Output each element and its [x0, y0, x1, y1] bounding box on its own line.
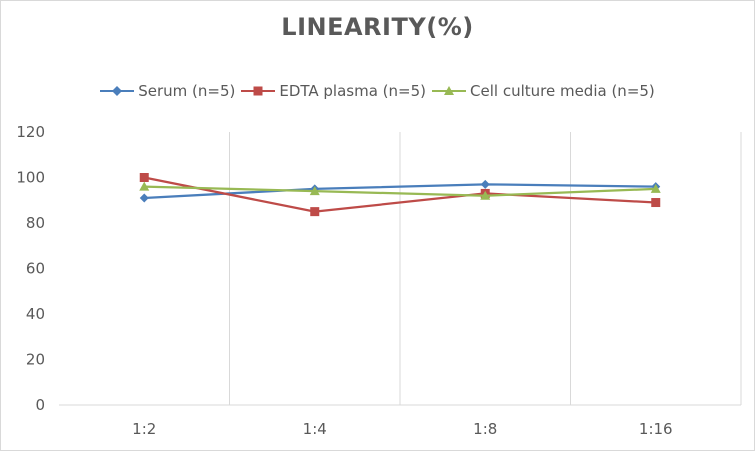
legend-item-edta-plasma: EDTA plasma (n=5) — [241, 82, 426, 100]
legend-swatch-cell-culture-media — [432, 86, 467, 95]
legend-label-cell-culture-media: Cell culture media (n=5) — [470, 82, 655, 100]
data-point-marker — [650, 183, 661, 193]
y-tick-label: 100 — [16, 169, 45, 187]
x-tick-label: 1:4 — [303, 420, 327, 438]
y-tick-label: 0 — [35, 396, 45, 414]
data-point-marker — [480, 179, 490, 189]
legend-item-serum: Serum (n=5) — [100, 82, 235, 100]
data-point-marker — [480, 190, 491, 200]
legend-item-cell-culture-media: Cell culture media (n=5) — [432, 82, 655, 100]
data-point-marker — [310, 207, 320, 217]
y-tick-label: 80 — [26, 214, 45, 232]
y-tick-label: 40 — [26, 305, 45, 323]
series-line — [144, 176, 656, 213]
y-tick-label: 120 — [16, 123, 45, 141]
y-tick-label: 20 — [26, 351, 45, 369]
series-line — [144, 185, 656, 197]
legend-label-serum: Serum (n=5) — [138, 82, 236, 100]
data-point-marker — [309, 186, 320, 196]
chart-title: LINEARITY(%) — [281, 13, 474, 41]
legend-swatch-edta-plasma — [241, 86, 276, 96]
x-tick-label: 1:8 — [473, 420, 497, 438]
y-tick-label: 60 — [26, 260, 45, 278]
legend: Serum (n=5) EDTA plasma (n=5) Cell cultu… — [1, 80, 754, 102]
data-point-marker — [139, 181, 150, 191]
x-tick-label: 1:16 — [639, 420, 673, 438]
x-tick-label: 1:2 — [132, 420, 156, 438]
data-point-marker — [139, 193, 149, 203]
data-point-marker — [651, 198, 661, 208]
legend-swatch-serum — [100, 86, 135, 96]
legend-label-edta-plasma: EDTA plasma (n=5) — [279, 82, 427, 100]
data-point-marker — [139, 173, 149, 182]
